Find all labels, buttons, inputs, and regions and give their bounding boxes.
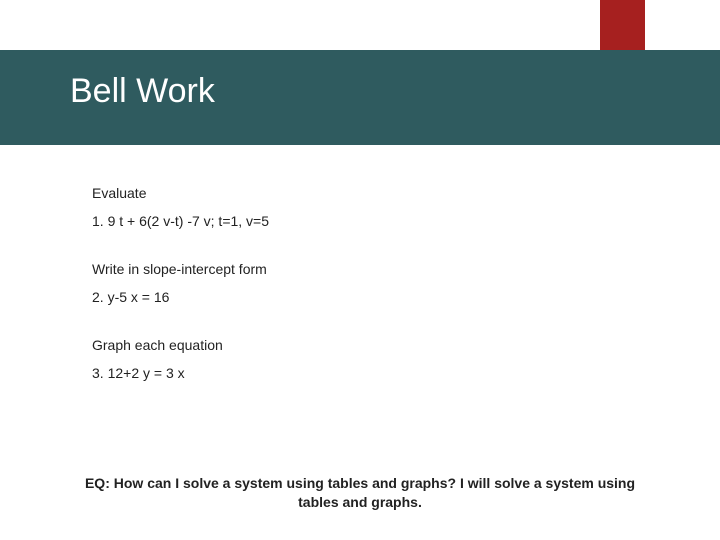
problem-item: 1. 9 t + 6(2 v-t) -7 v; t=1, v=5	[92, 213, 652, 229]
section-heading: Evaluate	[92, 185, 652, 201]
page-title: Bell Work	[70, 72, 215, 111]
section-heading: Graph each equation	[92, 337, 652, 353]
section-heading: Write in slope-intercept form	[92, 261, 652, 277]
problem-item: 2. y-5 x = 16	[92, 289, 652, 305]
slide-body: Evaluate 1. 9 t + 6(2 v-t) -7 v; t=1, v=…	[92, 185, 652, 393]
essential-question: EQ: How can I solve a system using table…	[70, 474, 650, 512]
problem-item: 3. 12+2 y = 3 x	[92, 365, 652, 381]
